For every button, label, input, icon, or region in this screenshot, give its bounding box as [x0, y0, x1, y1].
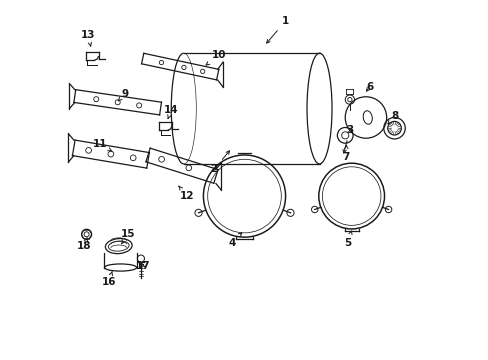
- Text: 9: 9: [118, 89, 128, 101]
- Text: 2: 2: [210, 151, 229, 174]
- Text: 12: 12: [179, 186, 194, 201]
- Text: 14: 14: [163, 105, 178, 118]
- Text: 13: 13: [81, 30, 95, 46]
- Text: 5: 5: [344, 231, 351, 248]
- Text: 16: 16: [102, 271, 116, 287]
- Text: 1: 1: [266, 16, 288, 43]
- Text: 15: 15: [121, 229, 135, 244]
- Text: 18: 18: [77, 238, 92, 251]
- Text: 8: 8: [387, 111, 397, 124]
- Text: 7: 7: [342, 145, 349, 162]
- Text: 17: 17: [135, 261, 150, 271]
- Text: 10: 10: [205, 50, 226, 65]
- Text: 4: 4: [228, 233, 241, 248]
- Text: 11: 11: [92, 139, 112, 152]
- Text: 6: 6: [365, 82, 372, 92]
- Text: 3: 3: [342, 125, 353, 153]
